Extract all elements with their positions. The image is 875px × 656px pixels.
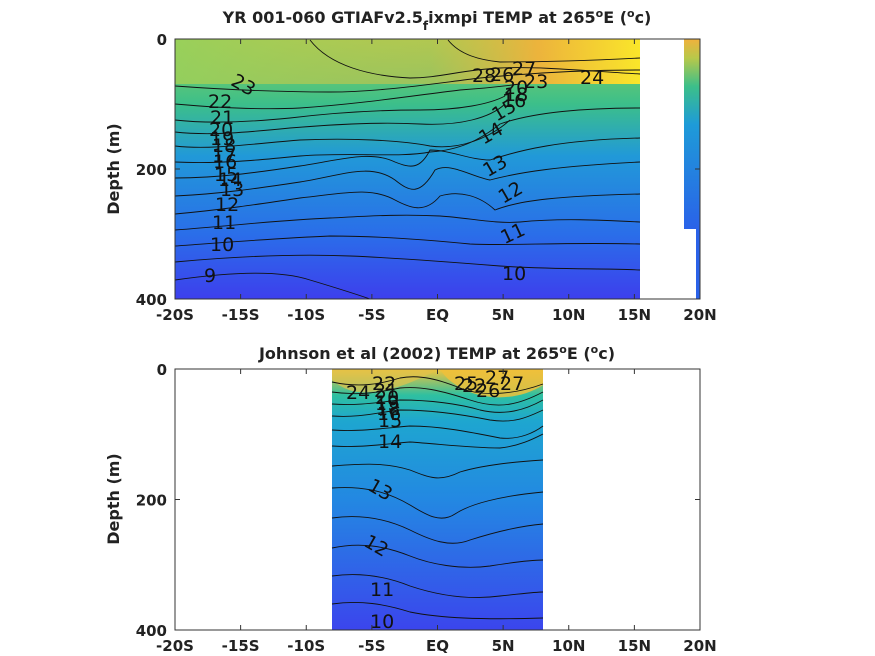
contour-label-11: 11 — [212, 212, 236, 234]
contour-label-22n: 22 — [462, 375, 486, 397]
bottom-contour-labels: 24 22 21 20 19 18 16 15 14 13 12 11 10 2… — [346, 369, 524, 633]
top-chart-title: YR 001-060 GTIAFv2.5fixmpi TEMP at 265oE… — [222, 7, 652, 33]
contour-label-19: 19 — [375, 393, 399, 415]
contour-label-16: 16 — [213, 151, 237, 173]
contour-label-18n: 18 — [504, 84, 528, 106]
top-field-right-strip — [684, 39, 700, 229]
contour-label-27: 27 — [512, 58, 536, 80]
contour-label-10: 10 — [210, 234, 234, 256]
bottom-chart-title: Johnson et al (2002) TEMP at 265oE (oc) — [258, 343, 615, 363]
contour-label-19: 19 — [210, 128, 234, 150]
bottom-x-tick-label: 15N — [618, 637, 651, 655]
bottom-field-warm-core — [440, 369, 543, 398]
bottom-x-tick-label: -15S — [222, 637, 260, 655]
contour-label-21: 21 — [374, 380, 398, 402]
contour-label-16: 16 — [377, 403, 401, 425]
top-x-tick-label: -10S — [287, 306, 325, 324]
bottom-y-tick-label: 200 — [136, 492, 167, 510]
top-x-tick-label: 15N — [618, 306, 651, 324]
top-field-right-strip-lower — [696, 229, 700, 299]
contour-label-24: 24 — [580, 67, 604, 89]
bottom-field-warm-left — [332, 369, 440, 393]
contour-label-20: 20 — [375, 387, 399, 409]
bottom-x-tick-label: -5S — [358, 637, 385, 655]
contour-label-21: 21 — [210, 107, 234, 129]
top-contour-labels: 27 28 26 23 24 23 22 21 20 19 18 17 16 1… — [204, 58, 604, 287]
top-x-tick-label: -5S — [358, 306, 385, 324]
contour-label-18: 18 — [376, 398, 400, 420]
contour-label-10: 10 — [370, 611, 394, 633]
bottom-x-tick-label: -10S — [287, 637, 325, 655]
panel-bottom: Johnson et al (2002) TEMP at 265oE (oc) — [104, 343, 717, 655]
contour-label-24: 24 — [346, 382, 370, 404]
top-axis-ticks: -20S -15S -10S -5S EQ 5N 10N 15N 20N 0 200 400 — [136, 31, 717, 324]
bottom-x-tick-label: 10N — [552, 637, 585, 655]
top-x-tick-label: 20N — [683, 306, 716, 324]
contour-label-20: 20 — [209, 119, 233, 141]
contour-label-26: 26 — [490, 64, 514, 86]
contour-label-20n: 20 — [504, 77, 528, 99]
contour-label-15: 15 — [378, 410, 402, 432]
top-x-tick-label: 10N — [552, 306, 585, 324]
contour-label-12: 12 — [215, 194, 239, 216]
top-y-tick-label: 200 — [136, 161, 167, 179]
bottom-y-tick-label: 400 — [136, 622, 167, 640]
bottom-axis-ticks: -20S -15S -10S -5S EQ 5N 10N 15N 20N 0 200 400 — [136, 361, 717, 655]
contour-label-27n: 27 — [500, 373, 524, 395]
contour-label-11: 11 — [370, 579, 394, 601]
bottom-contour-lines — [331, 376, 544, 620]
contour-label-15: 15 — [214, 164, 238, 186]
top-y-axis-label: Depth (m) — [104, 123, 123, 215]
contour-label-25: 25 — [454, 373, 478, 395]
bottom-y-axis-label: Depth (m) — [104, 453, 123, 545]
top-y-tick-label: 400 — [136, 291, 167, 309]
bottom-x-tick-label: 20N — [683, 637, 716, 655]
top-x-tick-label: 5N — [492, 306, 515, 324]
bottom-x-tick-label: EQ — [426, 637, 449, 655]
bottom-field-fill — [332, 369, 543, 630]
top-y-tick-label: 0 — [157, 31, 167, 49]
contour-label-16n: 16 — [502, 90, 526, 112]
contour-label-18: 18 — [212, 135, 236, 157]
top-x-tick-label: -20S — [156, 306, 194, 324]
bottom-x-tick-label: 5N — [492, 637, 515, 655]
contour-label-9: 9 — [204, 265, 216, 287]
contour-label-17: 17 — [212, 145, 236, 167]
top-x-tick-label: -15S — [222, 306, 260, 324]
top-contour-lines — [175, 39, 641, 299]
contour-label-14: 14 — [218, 169, 242, 191]
top-x-tick-label: EQ — [426, 306, 449, 324]
contour-label-23b: 23 — [524, 71, 548, 93]
contour-label-10n: 10 — [502, 263, 526, 285]
contour-label-22: 22 — [372, 373, 396, 395]
panel-top: YR 001-060 GTIAFv2.5fixmpi TEMP at 265oE… — [104, 7, 717, 324]
contour-label-28: 28 — [472, 65, 496, 87]
contour-label-14: 14 — [378, 431, 402, 453]
bottom-x-tick-label: -20S — [156, 637, 194, 655]
contour-label-26: 26 — [476, 380, 500, 402]
contour-label-13: 13 — [220, 179, 244, 201]
bottom-y-tick-label: 0 — [157, 361, 167, 379]
contour-label-22: 22 — [208, 91, 232, 113]
